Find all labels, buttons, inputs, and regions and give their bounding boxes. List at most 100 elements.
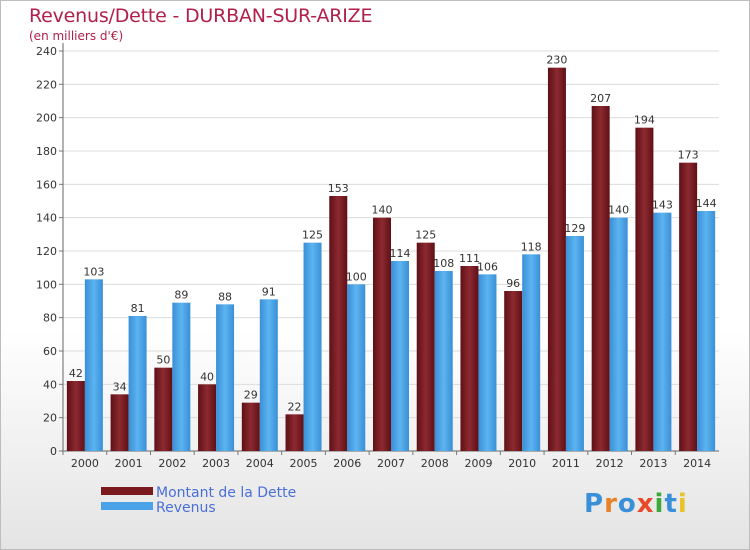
- y-tick-label: 140: [36, 212, 57, 225]
- bar-dette: [373, 217, 391, 451]
- bar-dette: [591, 106, 610, 451]
- x-tick-label: 2013: [639, 457, 667, 470]
- bar-revenus: [128, 316, 147, 451]
- x-tick-label: 2001: [115, 457, 143, 470]
- y-tick-label: 80: [43, 312, 57, 325]
- data-label: 88: [218, 290, 232, 303]
- data-label: 81: [131, 302, 145, 315]
- bar-dette: [329, 196, 348, 451]
- x-tick-label: 2007: [377, 457, 405, 470]
- x-tick-label: 2000: [71, 457, 99, 470]
- bar-revenus: [522, 254, 541, 451]
- data-label: 118: [521, 240, 542, 253]
- data-label: 106: [477, 260, 498, 273]
- bar-dette: [504, 291, 523, 451]
- bar-revenus: [347, 284, 366, 451]
- bar-dette: [285, 414, 304, 451]
- logo-letter: t: [664, 489, 678, 519]
- bar-dette: [110, 394, 129, 451]
- logo-letter: i: [677, 489, 688, 519]
- x-tick-label: 2002: [158, 457, 186, 470]
- bar-revenus: [434, 271, 453, 451]
- bar-dette: [679, 162, 698, 451]
- bar-dette: [416, 242, 435, 451]
- logo-letter: o: [617, 489, 637, 519]
- bar-revenus: [653, 212, 672, 451]
- logo-letter: i: [654, 489, 665, 519]
- legend-swatch-revenus: [101, 502, 153, 510]
- data-label: 40: [200, 370, 214, 383]
- bar-dette: [460, 266, 479, 451]
- data-label: 96: [506, 277, 520, 290]
- bar-revenus: [478, 274, 497, 451]
- data-label: 230: [546, 54, 567, 67]
- y-tick-label: 40: [43, 378, 57, 391]
- data-label: 125: [302, 229, 323, 242]
- x-tick-label: 2012: [596, 457, 624, 470]
- data-label: 153: [328, 182, 349, 195]
- logo-letter: P: [584, 489, 605, 519]
- data-label: 129: [564, 222, 585, 235]
- x-tick-label: 2009: [464, 457, 492, 470]
- data-label: 100: [346, 270, 367, 283]
- data-label: 125: [415, 229, 436, 242]
- y-tick-label: 60: [43, 345, 57, 358]
- data-label: 29: [244, 389, 258, 402]
- x-tick-label: 2008: [421, 457, 449, 470]
- bar-dette: [547, 67, 566, 452]
- y-tick-label: 180: [36, 145, 57, 158]
- y-tick-label: 220: [36, 78, 57, 91]
- chart-title: Revenus/Dette - DURBAN-SUR-ARIZE: [29, 5, 373, 27]
- data-label: 34: [113, 380, 127, 393]
- bar-revenus: [172, 302, 191, 451]
- data-label: 194: [634, 114, 655, 127]
- data-label: 111: [459, 252, 480, 265]
- bar-revenus: [697, 211, 716, 451]
- bar-dette: [635, 127, 654, 452]
- bar-revenus: [565, 236, 584, 451]
- x-tick-label: 2005: [290, 457, 318, 470]
- y-tick-label: 200: [36, 112, 57, 125]
- bar-revenus: [391, 261, 409, 451]
- data-label: 143: [652, 199, 673, 212]
- y-tick-label: 160: [36, 178, 57, 191]
- bar-revenus: [609, 217, 628, 451]
- x-tick-label: 2011: [552, 457, 580, 470]
- data-label: 207: [590, 92, 611, 105]
- y-tick-label: 100: [36, 278, 57, 291]
- legend-label-revenus: Revenus: [156, 500, 216, 516]
- legend-swatch-dette: [101, 487, 153, 495]
- bar-revenus: [259, 299, 278, 451]
- data-label: 91: [262, 285, 276, 298]
- data-label: 114: [390, 247, 411, 260]
- x-tick-label: 2006: [333, 457, 361, 470]
- logo-letter: r: [604, 489, 618, 519]
- y-tick-label: 240: [36, 45, 57, 58]
- bar-dette: [154, 367, 173, 451]
- data-label: 108: [433, 257, 454, 270]
- bar-revenus: [303, 242, 322, 451]
- y-tick-label: 0: [50, 445, 57, 458]
- data-label: 22: [288, 400, 302, 413]
- data-label: 140: [608, 204, 629, 217]
- x-tick-label: 2014: [683, 457, 711, 470]
- y-tick-label: 120: [36, 245, 57, 258]
- data-label: 173: [678, 149, 699, 162]
- data-label: 89: [174, 289, 188, 302]
- bar-dette: [66, 381, 85, 451]
- bar-revenus: [216, 304, 235, 451]
- bar-revenus: [84, 279, 103, 451]
- chart-subtitle: (en milliers d'€): [29, 29, 124, 43]
- data-label: 103: [83, 265, 104, 278]
- bar-dette: [198, 384, 217, 451]
- data-label: 42: [69, 367, 83, 380]
- bar-dette: [241, 402, 260, 451]
- logo-letter: x: [636, 489, 655, 519]
- x-tick-label: 2004: [246, 457, 274, 470]
- proxiti-logo: Proxiti: [584, 489, 688, 519]
- data-label: 50: [156, 354, 170, 367]
- data-label: 144: [696, 197, 717, 210]
- x-tick-label: 2010: [508, 457, 536, 470]
